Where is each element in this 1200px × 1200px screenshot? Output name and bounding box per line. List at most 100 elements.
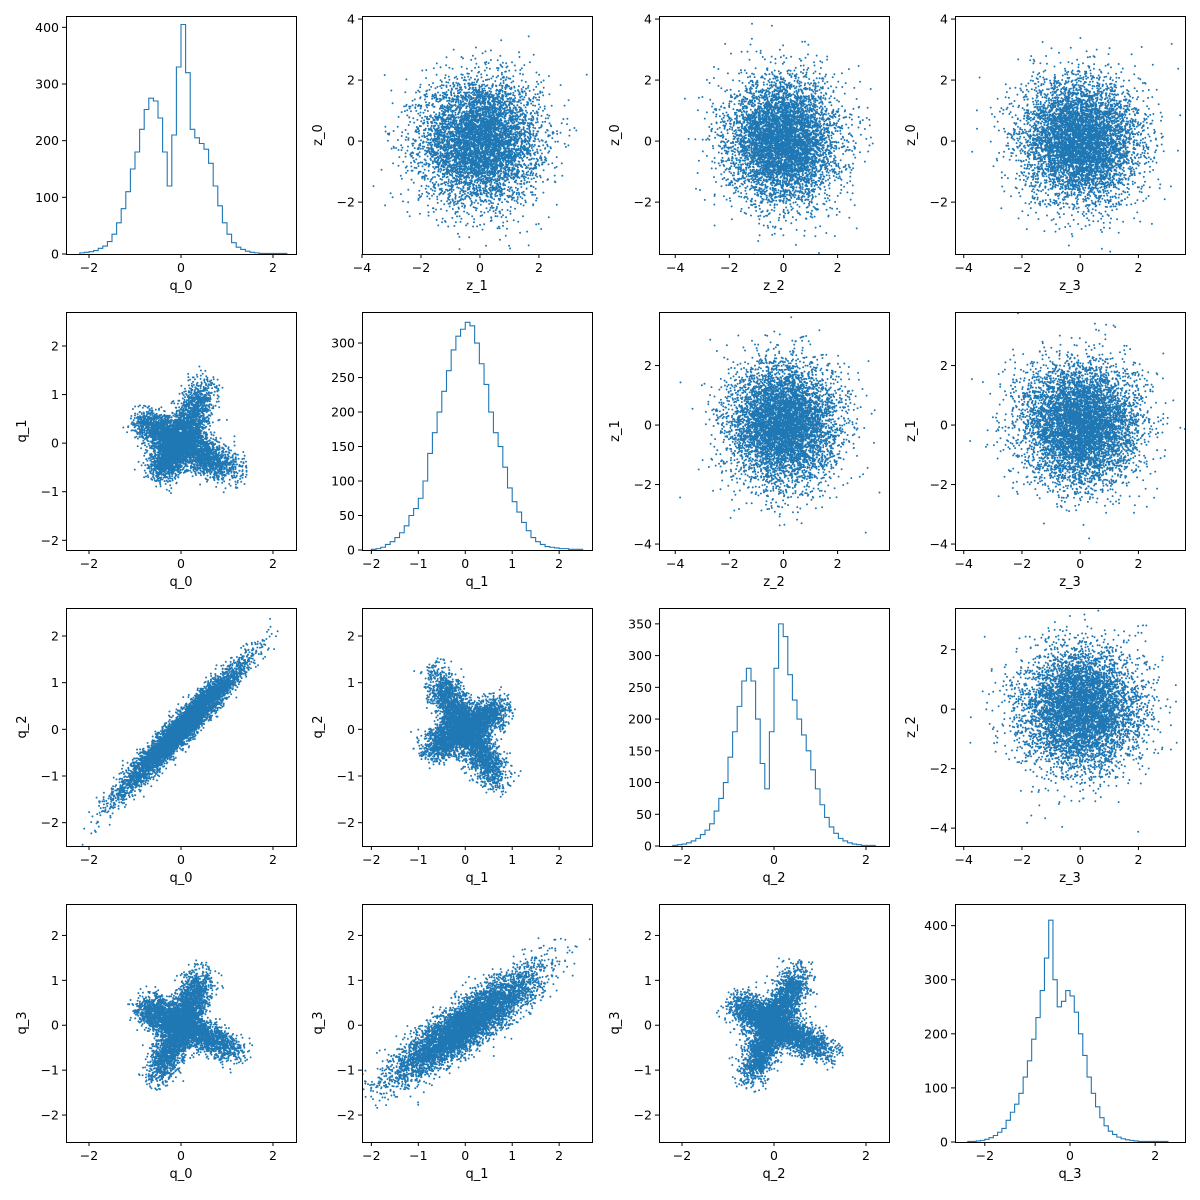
scatter-points <box>716 957 844 1092</box>
scatter-points <box>971 37 1200 253</box>
x-tick-label: 2 <box>834 556 842 571</box>
y-tick-label: 2 <box>940 73 948 88</box>
y-tick-label: 0 <box>940 702 948 717</box>
y-tick-label: 50 <box>339 508 355 523</box>
x-tick-label: −4 <box>955 556 973 571</box>
y-tick-label: 0 <box>51 1018 59 1033</box>
scatter-point <box>320 937 600 1124</box>
x-tick-label: −2 <box>80 1148 98 1163</box>
x-tick-label: −4 <box>955 260 973 275</box>
x-tick-label: −2 <box>362 556 380 571</box>
y-tick-label: 0 <box>347 1018 355 1033</box>
x-tick-label: 2 <box>862 1148 870 1163</box>
x-axis-label: z_3 <box>1059 279 1081 294</box>
y-tick-label: 0 <box>644 418 652 433</box>
y-tick-label: −1 <box>41 484 59 499</box>
y-tick-label: 2 <box>644 358 652 373</box>
y-axis-label: z_0 <box>311 124 326 146</box>
y-tick-label: 0 <box>347 722 355 737</box>
plot-area <box>716 957 844 1092</box>
x-axis-label: z_2 <box>763 279 785 294</box>
plot-area <box>320 937 600 1124</box>
scatter-point <box>969 312 1188 539</box>
scatter-points <box>360 35 588 270</box>
x-tick-label: 0 <box>1066 1148 1074 1163</box>
x-tick-label: 0 <box>1076 556 1084 571</box>
y-tick-label: 400 <box>35 20 59 35</box>
x-tick-label: 0 <box>177 1148 185 1163</box>
plot-area <box>969 600 1194 833</box>
scatter-points <box>969 312 1188 539</box>
y-tick-label: 300 <box>924 972 948 987</box>
axes-frame <box>956 905 1186 1143</box>
y-tick-label: 1 <box>51 973 59 988</box>
scatter-point <box>971 37 1200 253</box>
y-tick-label: −2 <box>41 533 59 548</box>
y-tick-label: 100 <box>924 1080 948 1095</box>
y-tick-label: 0 <box>644 1018 652 1033</box>
y-axis-label: z_2 <box>904 716 919 738</box>
scatter-point <box>82 618 279 846</box>
y-tick-label: 0 <box>644 134 652 149</box>
y-tick-label: 2 <box>347 629 355 644</box>
y-tick-label: −2 <box>634 195 652 210</box>
x-tick-label: −2 <box>1013 556 1031 571</box>
x-tick-label: 0 <box>177 556 185 571</box>
y-tick-label: −2 <box>930 195 948 210</box>
y-tick-label: 2 <box>51 629 59 644</box>
x-tick-label: 0 <box>770 1148 778 1163</box>
y-tick-label: 200 <box>35 133 59 148</box>
y-tick-label: 0 <box>940 134 948 149</box>
y-tick-label: 2 <box>51 928 59 943</box>
y-tick-label: 2 <box>347 928 355 943</box>
plot-area <box>371 322 582 550</box>
x-tick-label: 2 <box>862 852 870 867</box>
x-tick-label: 0 <box>476 260 484 275</box>
histogram-step-line <box>80 25 287 255</box>
y-tick-label: 100 <box>628 775 652 790</box>
x-tick-label: 2 <box>1134 260 1142 275</box>
x-tick-label: −2 <box>673 1148 691 1163</box>
x-tick-label: 0 <box>461 1148 469 1163</box>
y-tick-label: 0 <box>644 839 652 854</box>
y-tick-label: −2 <box>930 477 948 492</box>
plot-area <box>679 307 880 533</box>
axes-frame <box>363 313 593 551</box>
y-tick-label: −2 <box>634 477 652 492</box>
y-axis-label: q_1 <box>15 419 30 442</box>
x-axis-label: z_2 <box>763 575 785 590</box>
x-tick-label: 0 <box>779 260 787 275</box>
x-tick-label: −1 <box>409 556 427 571</box>
x-tick-label: −2 <box>720 556 738 571</box>
y-tick-label: 100 <box>35 190 59 205</box>
scatter-points <box>82 618 279 846</box>
y-tick-label: 50 <box>636 807 652 822</box>
scatter-points <box>679 307 880 533</box>
y-axis-label: q_2 <box>311 715 326 738</box>
x-axis-label: q_2 <box>762 1167 785 1182</box>
x-axis-label: q_0 <box>169 1167 192 1182</box>
x-tick-label: −1 <box>409 1148 427 1163</box>
plot-area <box>971 37 1200 253</box>
y-tick-label: 1 <box>51 675 59 690</box>
scatter-point <box>684 23 874 264</box>
y-tick-label: 4 <box>644 12 652 27</box>
histogram-step-line <box>371 322 582 550</box>
x-tick-label: 0 <box>1076 260 1084 275</box>
x-tick-label: 0 <box>461 852 469 867</box>
x-axis-label: q_3 <box>1058 1167 1081 1182</box>
x-axis-label: q_2 <box>762 871 785 886</box>
x-axis-label: q_1 <box>465 575 488 590</box>
y-tick-label: 0 <box>940 1135 948 1150</box>
scatter-point <box>122 366 247 495</box>
y-tick-label: 350 <box>628 616 652 631</box>
x-axis-label: q_0 <box>169 871 192 886</box>
